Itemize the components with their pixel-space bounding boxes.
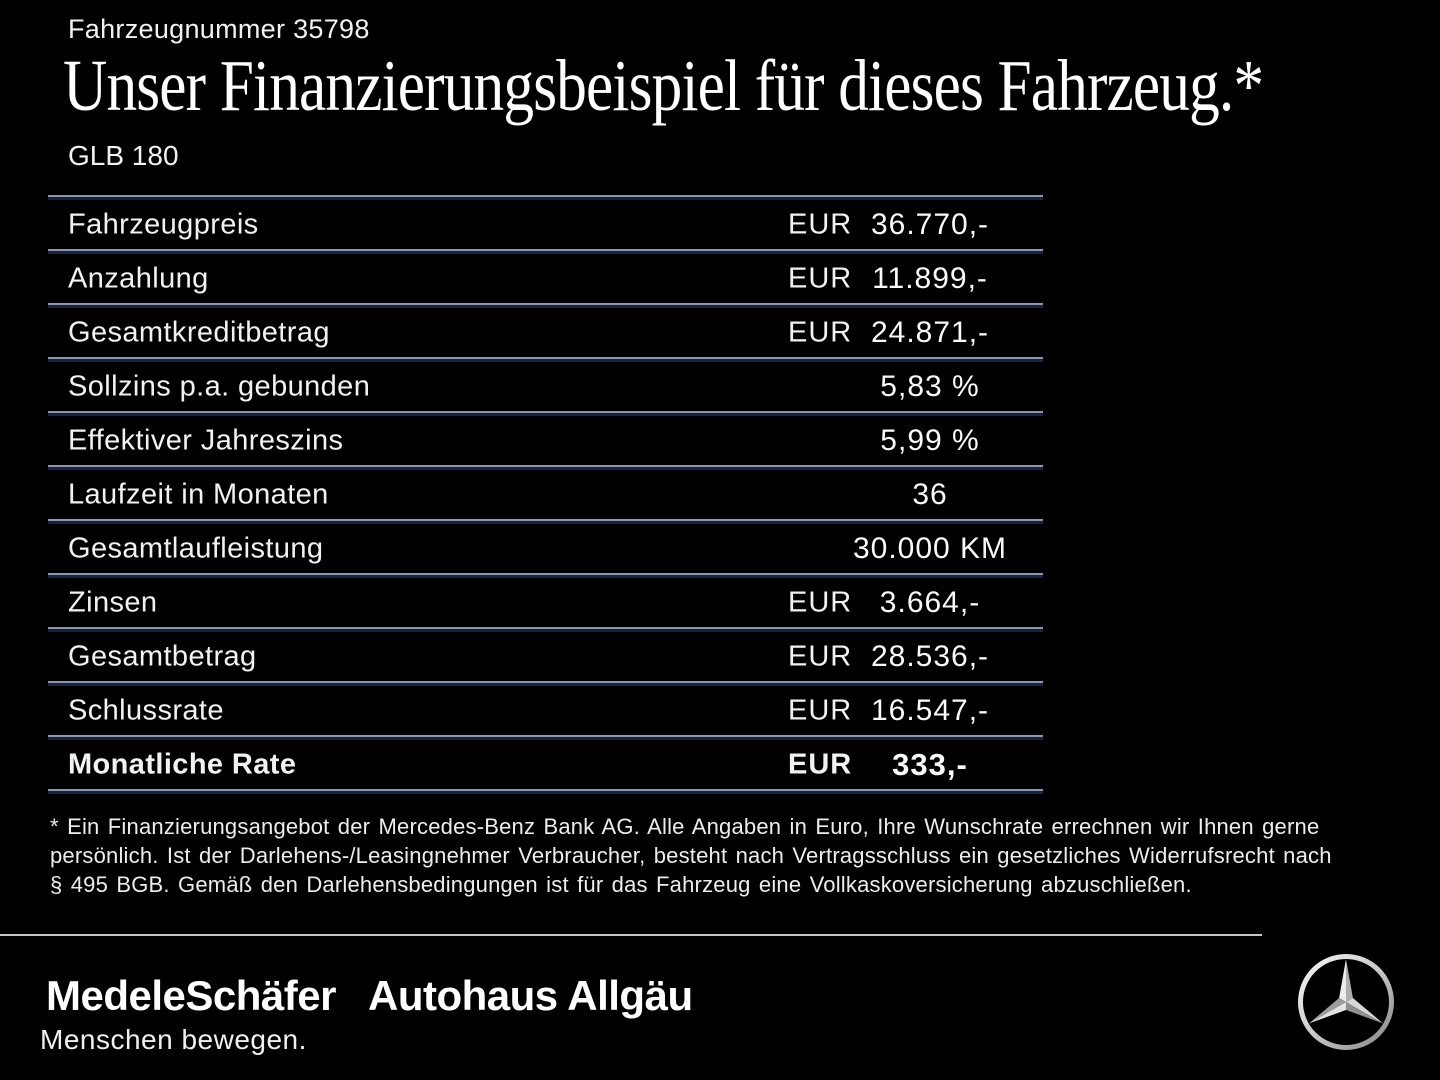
row-value: 5,83 % <box>880 369 980 403</box>
row-divider <box>48 573 1043 578</box>
footnote-text: * Ein Finanzierungsangebot der Mercedes-… <box>50 814 1332 897</box>
row-value: 5,99 % <box>880 423 980 457</box>
row-divider <box>48 789 1043 794</box>
row-divider <box>48 519 1043 524</box>
row-label: Fahrzeugpreis <box>68 208 259 240</box>
row-value: 24.871,- <box>870 315 990 349</box>
table-row: Monatliche Rate EUR 333,- <box>48 740 1043 789</box>
row-currency-label: EUR <box>788 262 853 294</box>
dealer-logo-medeleschaefer: MedeleSchäfer <box>46 972 336 1019</box>
dealer-tagline: Menschen bewegen. <box>40 1024 307 1055</box>
row-label: Sollzins p.a. gebunden <box>68 370 371 402</box>
row-label: Anzahlung <box>68 262 209 294</box>
footer-divider <box>0 934 1262 936</box>
table-row: Schlussrate EUR 16.547,- <box>48 686 1043 735</box>
row-label: Laufzeit in Monaten <box>68 478 329 510</box>
row-value: 28.536,- <box>870 639 990 673</box>
row-label: Gesamtbetrag <box>68 640 257 672</box>
row-value: 11.899,- <box>872 261 988 295</box>
row-label: Effektiver Jahreszins <box>68 424 344 456</box>
financing-table: Fahrzeugpreis EUR 36.770,- Anzahlung EUR… <box>48 195 1043 794</box>
dealer-logo-autohaus-allgaeu: Autohaus Allgäu <box>368 972 693 1019</box>
star-ring <box>1298 954 1394 1050</box>
table-row: Anzahlung EUR 11.899,- <box>48 254 1043 303</box>
table-row: Sollzins p.a. gebunden 5,83 % <box>48 362 1043 411</box>
row-currency-label: EUR <box>788 748 853 780</box>
row-value: 36.770,- <box>870 207 990 241</box>
star-arm-right-upper <box>1346 998 1384 1024</box>
row-divider <box>48 735 1043 740</box>
row-value: 333,- <box>892 746 968 782</box>
table-row: Zinsen EUR 3.664,- <box>48 578 1043 627</box>
vehicle-number: Fahrzeugnummer 35798 <box>68 14 370 44</box>
star-arm-right-lower <box>1346 1002 1384 1024</box>
row-divider <box>48 411 1043 416</box>
page-title: Unser Finanzierungsbeispiel für dieses F… <box>63 45 1264 126</box>
row-label: Monatliche Rate <box>68 748 297 780</box>
table-row: Effektiver Jahreszins 5,99 % <box>48 416 1043 465</box>
table-row: Gesamtbetrag EUR 28.536,- <box>48 632 1043 681</box>
row-divider <box>48 627 1043 632</box>
vehicle-model: GLB 180 <box>68 140 179 171</box>
row-divider <box>48 681 1043 686</box>
table-row: Gesamtlaufleistung 30.000 KM <box>48 524 1043 573</box>
row-value: 16.547,- <box>870 693 990 727</box>
table-row: Gesamtkreditbetrag EUR 24.871,- <box>48 308 1043 357</box>
row-divider <box>48 357 1043 362</box>
row-label: Gesamtkreditbetrag <box>68 316 330 348</box>
star-arm-left-upper <box>1308 998 1346 1024</box>
row-divider <box>48 195 1043 200</box>
mercedes-star-icon <box>1298 954 1394 1050</box>
star-arm-left-lower <box>1308 1002 1346 1024</box>
row-label: Gesamtlaufleistung <box>68 532 324 564</box>
row-currency-label: EUR <box>788 586 853 618</box>
row-currency-label: EUR <box>788 316 853 348</box>
row-value: 30.000 KM <box>852 531 1008 565</box>
row-label: Schlussrate <box>68 694 224 726</box>
row-label: Zinsen <box>68 586 158 618</box>
row-currency-label: EUR <box>788 208 853 240</box>
table-row: Laufzeit in Monaten 36 <box>48 470 1043 519</box>
table-row: Fahrzeugpreis EUR 36.770,- <box>48 200 1043 249</box>
star-arm-top-right <box>1346 959 1353 1002</box>
row-divider <box>48 465 1043 470</box>
row-value: 3.664,- <box>879 585 981 619</box>
star-arm-top-left <box>1339 959 1346 1002</box>
row-currency-label: EUR <box>788 694 853 726</box>
row-divider <box>48 249 1043 254</box>
row-currency-label: EUR <box>788 640 853 672</box>
row-value: 36 <box>912 477 948 511</box>
row-divider <box>48 303 1043 308</box>
